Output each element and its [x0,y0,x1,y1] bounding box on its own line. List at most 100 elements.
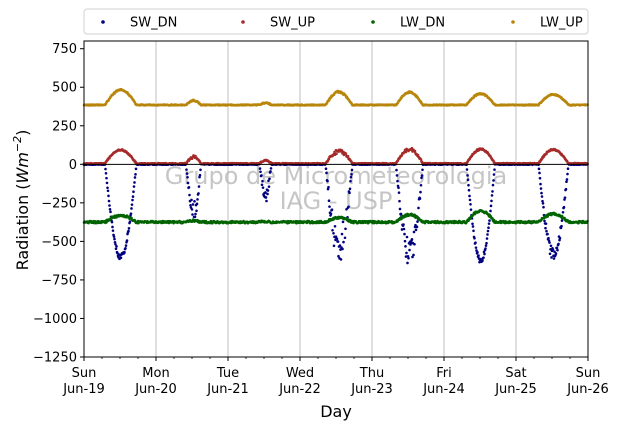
point-SW_DN [486,229,490,233]
point-SW_DN [560,224,563,228]
grid-lines [155,41,517,357]
point-SW_DN [488,219,491,222]
x-tick-date: Jun-25 [494,382,537,397]
point-SW_DN [328,205,331,208]
point-LW_UP [328,98,331,102]
point-SW_DN [129,212,133,215]
point-SW_DN [537,167,541,171]
point-SW_DN [114,242,117,246]
point-SW_DN [466,178,470,182]
point-SW_DN [326,179,329,183]
point-SW_DN [261,179,264,183]
x-tick-day: Mon [142,366,169,381]
point-SW_DN [191,203,195,206]
point-SW_DN [185,168,188,171]
point-SW_DN [342,240,345,244]
point-SW_DN [466,174,469,177]
point-SW_DN [398,199,401,203]
point-SW_DN [266,189,270,192]
x-axis-title: Day [320,402,352,421]
y-tick-label: −750 [41,273,77,288]
point-SW_DN [127,229,130,233]
point-SW_DN [419,190,422,194]
point-SW_DN [477,254,480,257]
point-SW_DN [349,179,352,183]
point-SW_DN [560,219,564,222]
point-SW_DN [405,235,409,239]
point-SW_DN [190,208,194,211]
point-SW_DN [339,258,343,261]
y-axis-title-close: ) [13,130,32,136]
point-SW_DN [416,220,419,223]
point-SW_DN [405,251,408,255]
point-SW_DN [402,223,405,226]
point-SW_DN [107,194,110,198]
point-SW_DN [190,198,193,202]
point-SW_DN [336,240,340,243]
point-SW_DN [540,191,543,195]
point-SW_DN [128,220,132,223]
point-SW_DN [325,171,328,175]
point-SW_DN [193,215,197,219]
point-SW_DN [491,190,494,193]
point-SW_DN [550,256,553,259]
point-SW_DN [264,196,268,199]
point-SW_DN [487,222,491,225]
point-SW_DN [556,248,559,252]
point-SW_DN [133,176,137,179]
point-SW_DN [132,190,135,194]
point-SW_DN [539,187,543,190]
point-SW_DN [106,186,109,190]
point-SW_DN [404,255,408,258]
point-SW_DN [195,202,199,206]
point-SW_DN [265,199,268,203]
x-tick-date: Jun-26 [566,382,609,397]
point-SW_DN [260,183,264,187]
point-LW_DN [560,214,564,218]
point-SW_DN [130,203,134,206]
point-SW_DN [131,198,134,202]
legend-marker-SW_DN [101,20,105,24]
point-SW_DN [489,204,493,208]
point-SW_DN [350,173,353,176]
point-SW_DN [491,183,495,187]
series-LW_UP [82,87,589,107]
point-SW_DN [404,245,407,248]
legend: SW_DN SW_UP LW_DN LW_UP [83,8,589,35]
point-SW_DN [493,168,496,171]
point-SW_DN [548,252,552,256]
data-series [82,87,589,265]
point-SW_DN [268,177,271,181]
point-SW_UP [346,154,350,158]
point-SW_DN [343,236,347,240]
point-SW_DN [395,168,398,172]
point-SW_DN [398,207,402,211]
point-SW_DN [113,237,116,241]
point-SW_DN [542,205,545,209]
point-SW_DN [406,261,409,265]
point-SW_DN [344,227,347,231]
point-SW_DN [329,212,333,216]
point-SW_DN [468,198,472,202]
point-SW_DN [473,236,476,240]
point-SW_DN [562,205,566,209]
point-SW_DN [134,167,138,171]
point-SW_DN [266,192,269,196]
x-tick-day: Fri [436,366,452,381]
point-SW_DN [132,185,136,188]
point-SW_DN [557,242,560,246]
point-SW_DN [490,199,493,203]
point-SW_DN [348,191,351,195]
point-SW_DN [406,254,410,258]
point-SW_DN [489,209,492,213]
point-SW_DN [538,171,541,175]
point-SW_DN [485,237,489,240]
point-SW_DN [403,239,407,243]
point-SW_DN [412,230,416,234]
point-SW_DN [544,222,548,225]
point-SW_DN [565,180,568,184]
point-SW_DN [341,247,344,251]
legend-marker-LW_DN [371,20,375,24]
point-SW_DN [471,225,475,228]
point-SW_DN [125,239,129,242]
